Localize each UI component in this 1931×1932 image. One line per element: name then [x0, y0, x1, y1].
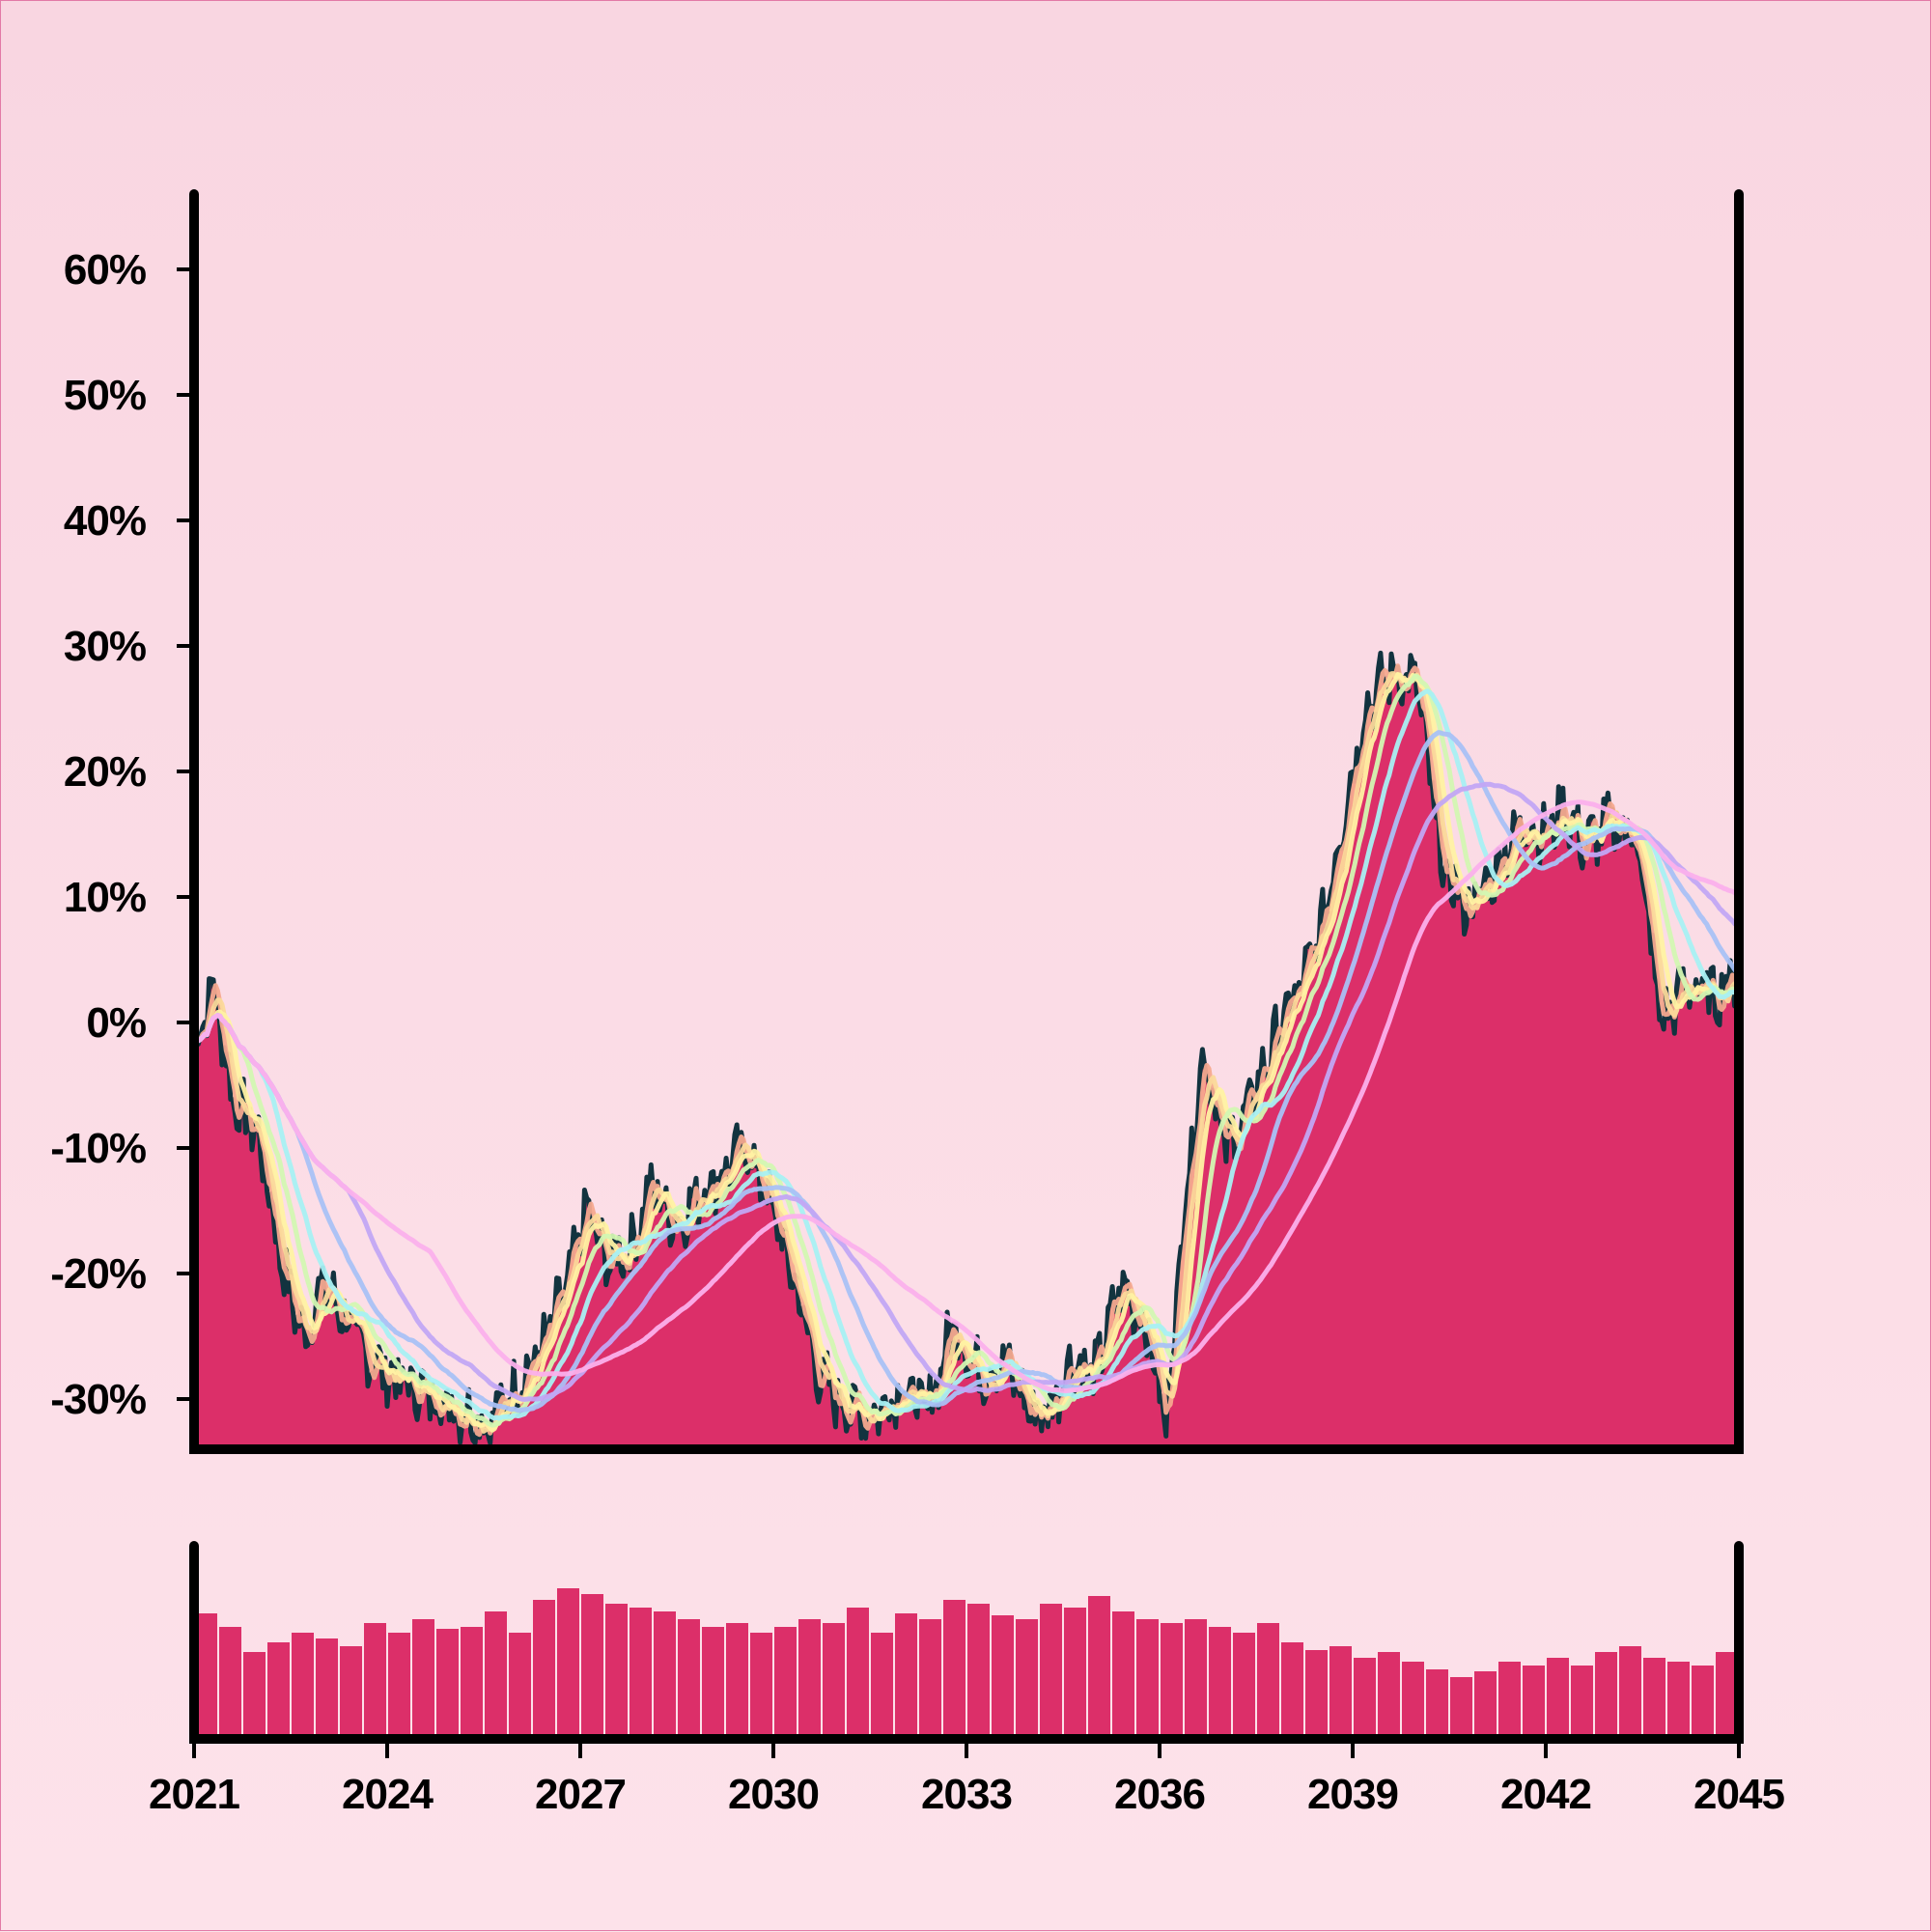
volume-bar	[871, 1633, 893, 1739]
volume-bar	[1474, 1671, 1497, 1739]
x-tick-label: 2045	[1693, 1771, 1784, 1818]
volume-bar	[1136, 1619, 1159, 1739]
x-tick-label: 2027	[535, 1771, 626, 1818]
volume-bar	[1595, 1652, 1617, 1739]
volume-bar	[1329, 1646, 1352, 1739]
moving-average-line-8	[191, 799, 1740, 1394]
x-tick-label: 2024	[342, 1771, 434, 1818]
volume-bar	[654, 1611, 676, 1739]
volume-bar	[412, 1619, 434, 1739]
price-panel	[191, 650, 1742, 1449]
volume-bar	[605, 1604, 628, 1739]
volume-bar	[992, 1615, 1014, 1739]
volume-bar	[1040, 1604, 1062, 1739]
volume-bar	[533, 1600, 555, 1739]
volume-bar	[1523, 1666, 1545, 1739]
y-tick-label: 30%	[64, 623, 146, 670]
volume-bar	[943, 1600, 966, 1739]
volume-bar	[1185, 1619, 1207, 1739]
x-tick-label: 2033	[921, 1771, 1012, 1818]
moving-average-line-5	[191, 688, 1741, 1421]
moving-average-line-3	[191, 672, 1742, 1433]
volume-bar	[292, 1633, 314, 1739]
volume-bar	[1619, 1646, 1641, 1739]
axes	[177, 189, 1744, 1758]
volume-bar	[1016, 1619, 1038, 1739]
volume-bar	[1547, 1658, 1569, 1739]
volume-panel	[195, 1588, 1738, 1739]
volume-bar	[1498, 1662, 1521, 1739]
y-tick-label: 20%	[64, 748, 146, 796]
volume-bar	[630, 1608, 652, 1739]
volume-bar	[1281, 1642, 1303, 1739]
volume-bar	[1716, 1652, 1738, 1739]
volume-bar	[1354, 1658, 1376, 1739]
volume-bar	[702, 1627, 724, 1739]
volume-bar	[919, 1619, 941, 1739]
volume-bar	[726, 1623, 748, 1739]
volume-bar	[267, 1642, 290, 1739]
volume-bar	[1233, 1633, 1255, 1739]
volume-bar	[1209, 1627, 1231, 1739]
y-tick-label: -30%	[50, 1376, 146, 1423]
volume-bar	[557, 1588, 579, 1739]
volume-bar	[1571, 1666, 1593, 1739]
volume-bar	[895, 1613, 917, 1739]
x-tick-label: 2021	[149, 1771, 239, 1818]
volume-bar	[436, 1629, 459, 1739]
volume-bar	[847, 1608, 869, 1739]
volume-bar	[388, 1633, 410, 1739]
volume-bar	[1257, 1623, 1279, 1739]
volume-bar	[1667, 1662, 1690, 1739]
volume-bar	[340, 1646, 362, 1739]
volume-bar	[1450, 1677, 1472, 1739]
x-tick-label: 2030	[728, 1771, 819, 1818]
volume-bar	[1161, 1623, 1183, 1739]
y-tick-label: 10%	[64, 874, 146, 921]
volume-bar	[485, 1611, 507, 1739]
x-tick-label: 2042	[1500, 1771, 1591, 1818]
x-tick-label: 2036	[1114, 1771, 1205, 1818]
volume-bar	[774, 1627, 797, 1739]
volume-bar	[823, 1623, 845, 1739]
volume-bar	[1305, 1650, 1328, 1739]
volume-bar	[1112, 1611, 1134, 1739]
volume-bar	[1378, 1652, 1400, 1739]
volume-bar	[316, 1638, 338, 1739]
volume-bar	[243, 1652, 266, 1739]
y-tick-label: -10%	[50, 1125, 146, 1172]
volume-bar	[798, 1619, 821, 1739]
volume-bar	[364, 1623, 386, 1739]
price-axes-frame	[189, 189, 1744, 1454]
volume-bar	[509, 1633, 531, 1739]
volume-bar	[581, 1594, 603, 1739]
tick-labels: 60% 50% 40% 30% 20% 10% 0% -10% -20% -30% 2021 2024…	[50, 246, 1785, 1818]
volume-bar	[219, 1627, 241, 1739]
volume-bar	[1088, 1596, 1110, 1739]
volume-bar	[1064, 1608, 1086, 1739]
x-tick-label: 2039	[1307, 1771, 1398, 1818]
volume-bar	[1402, 1662, 1424, 1739]
volume-bar	[195, 1613, 217, 1739]
volume-bar	[750, 1633, 772, 1739]
volume-bar	[1692, 1666, 1714, 1739]
volume-bar	[678, 1619, 700, 1739]
y-tick-label: 50%	[64, 372, 146, 419]
moving-average-line-7	[191, 781, 1741, 1402]
y-tick-label: 60%	[64, 246, 146, 294]
y-tick-label: 0%	[86, 999, 146, 1047]
volume-bar	[1643, 1658, 1665, 1739]
y-tick-label: 40%	[64, 497, 146, 545]
volume-bar	[1426, 1669, 1448, 1739]
volume-bar	[461, 1627, 483, 1739]
y-tick-label: -20%	[50, 1250, 146, 1298]
moving-average-line-4	[191, 673, 1740, 1428]
volume-bar	[967, 1604, 990, 1739]
